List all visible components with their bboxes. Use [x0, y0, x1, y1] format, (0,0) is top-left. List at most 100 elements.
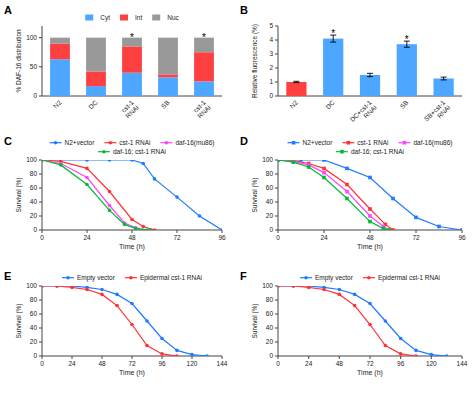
y-tick-label: 0 [33, 92, 37, 99]
x-axis-label: Time (h) [357, 243, 383, 251]
y-tick-label: 40 [266, 198, 274, 205]
legend-marker [304, 276, 308, 280]
point [278, 160, 280, 162]
legend-label: Epidermal cst-1 RNAi [378, 274, 440, 282]
point [322, 171, 326, 175]
x-tick [42, 356, 43, 359]
y-tick-label: 5 [269, 22, 273, 29]
legend-marker [347, 141, 351, 145]
point [278, 286, 280, 288]
legend-label: daf-16; cst-1 RNAi [113, 148, 166, 155]
point [198, 214, 202, 218]
point [175, 349, 179, 353]
bar-segment [86, 38, 106, 72]
y-tick-label: 60 [266, 310, 274, 317]
bar [286, 82, 306, 96]
point [42, 160, 44, 162]
legend-item: daf-16(mu86) [398, 139, 452, 147]
point [160, 352, 164, 356]
y-tick [275, 54, 278, 55]
legend-swatch [152, 15, 160, 21]
x-tick [72, 356, 73, 359]
point [338, 293, 342, 297]
point [175, 195, 179, 199]
plot-area [278, 160, 462, 230]
y-tick-label: 40 [30, 198, 38, 205]
x-tick-label: SB [160, 99, 171, 110]
legend-label: N2+vector [65, 139, 96, 146]
point [220, 228, 222, 230]
y-axis-label: Survival (%) [15, 177, 23, 212]
legend-marker [340, 150, 344, 154]
panel: 020406080100Survival (%)024487296Time (h… [240, 135, 466, 251]
bar-segment [122, 46, 142, 72]
x-tick-label: 24 [68, 360, 76, 367]
panel-label: F [240, 270, 247, 282]
series-line [42, 286, 177, 356]
point [345, 183, 349, 187]
legend-label: daf-16(mu86) [413, 139, 452, 147]
legend-item: N2+vector [288, 139, 334, 146]
point [338, 288, 342, 292]
legend-marker [129, 276, 133, 280]
panel: 050100% DAF-16 distributionN2DCcst-1RNAi… [4, 4, 222, 119]
panel: 020406080100Survival (%)024487296120144T… [240, 270, 468, 377]
x-tick [222, 230, 223, 233]
x-tick-label-line: SB [398, 99, 409, 110]
y-axis [42, 160, 43, 230]
y-tick-label: 80 [266, 170, 274, 177]
legend-swatch [120, 15, 128, 21]
series-line [42, 286, 207, 356]
point [387, 228, 391, 230]
bar [397, 44, 417, 96]
point [100, 288, 104, 292]
point [108, 160, 112, 162]
point [391, 228, 395, 230]
legend-item: daf-16; cst-1 RNAi [336, 148, 404, 155]
x-tick [370, 230, 371, 233]
series-line [278, 286, 416, 356]
x-axis-label: Time (h) [119, 369, 145, 377]
x-tick-label: N2 [288, 98, 299, 109]
point [382, 227, 386, 230]
y-tick-label: 60 [266, 184, 274, 191]
plot-area [42, 286, 209, 356]
x-tick-label: 48 [128, 234, 136, 241]
y-tick [39, 174, 42, 175]
error-bar-cap [293, 82, 299, 83]
y-tick [39, 314, 42, 315]
x-tick-label-line: N2 [52, 98, 63, 109]
bar [360, 75, 380, 96]
figure: 050100% DAF-16 distributionN2DCcst-1RNAi… [0, 0, 474, 397]
y-tick-label: 4 [269, 36, 273, 43]
error-bar-cap [330, 42, 336, 43]
series-line [42, 160, 151, 230]
point [85, 167, 89, 171]
bar-segment [86, 72, 106, 87]
point [160, 337, 164, 341]
point [414, 216, 418, 220]
legend-label: daf-16(mu86) [175, 139, 214, 147]
point [322, 176, 326, 180]
point [175, 354, 179, 356]
x-axis-label: Time (h) [119, 243, 145, 251]
y-axis-label: Survival (%) [251, 177, 259, 212]
x-tick [87, 230, 88, 233]
x-tick-label: 144 [217, 360, 228, 367]
y-tick-label: 40 [266, 324, 274, 331]
point [414, 349, 418, 353]
y-tick-label: 3 [269, 50, 273, 57]
error-bar [441, 77, 447, 80]
panel: 020406080100Survival (%)024487296120144T… [4, 270, 228, 377]
x-tick-label: 0 [276, 234, 280, 241]
x-tick-label: cst-1RNAi [191, 98, 212, 119]
legend: Empty vectorEpidermal cst-1 RNAi [62, 274, 202, 282]
y-tick-label: 40 [30, 324, 38, 331]
point [134, 226, 138, 230]
point [42, 160, 44, 162]
point [123, 223, 127, 227]
legend-item: Epidermal cst-1 RNAi [363, 274, 440, 282]
y-tick [39, 66, 42, 67]
point [85, 160, 89, 162]
legend-item: Epidermal cst-1 RNAi [125, 274, 202, 282]
